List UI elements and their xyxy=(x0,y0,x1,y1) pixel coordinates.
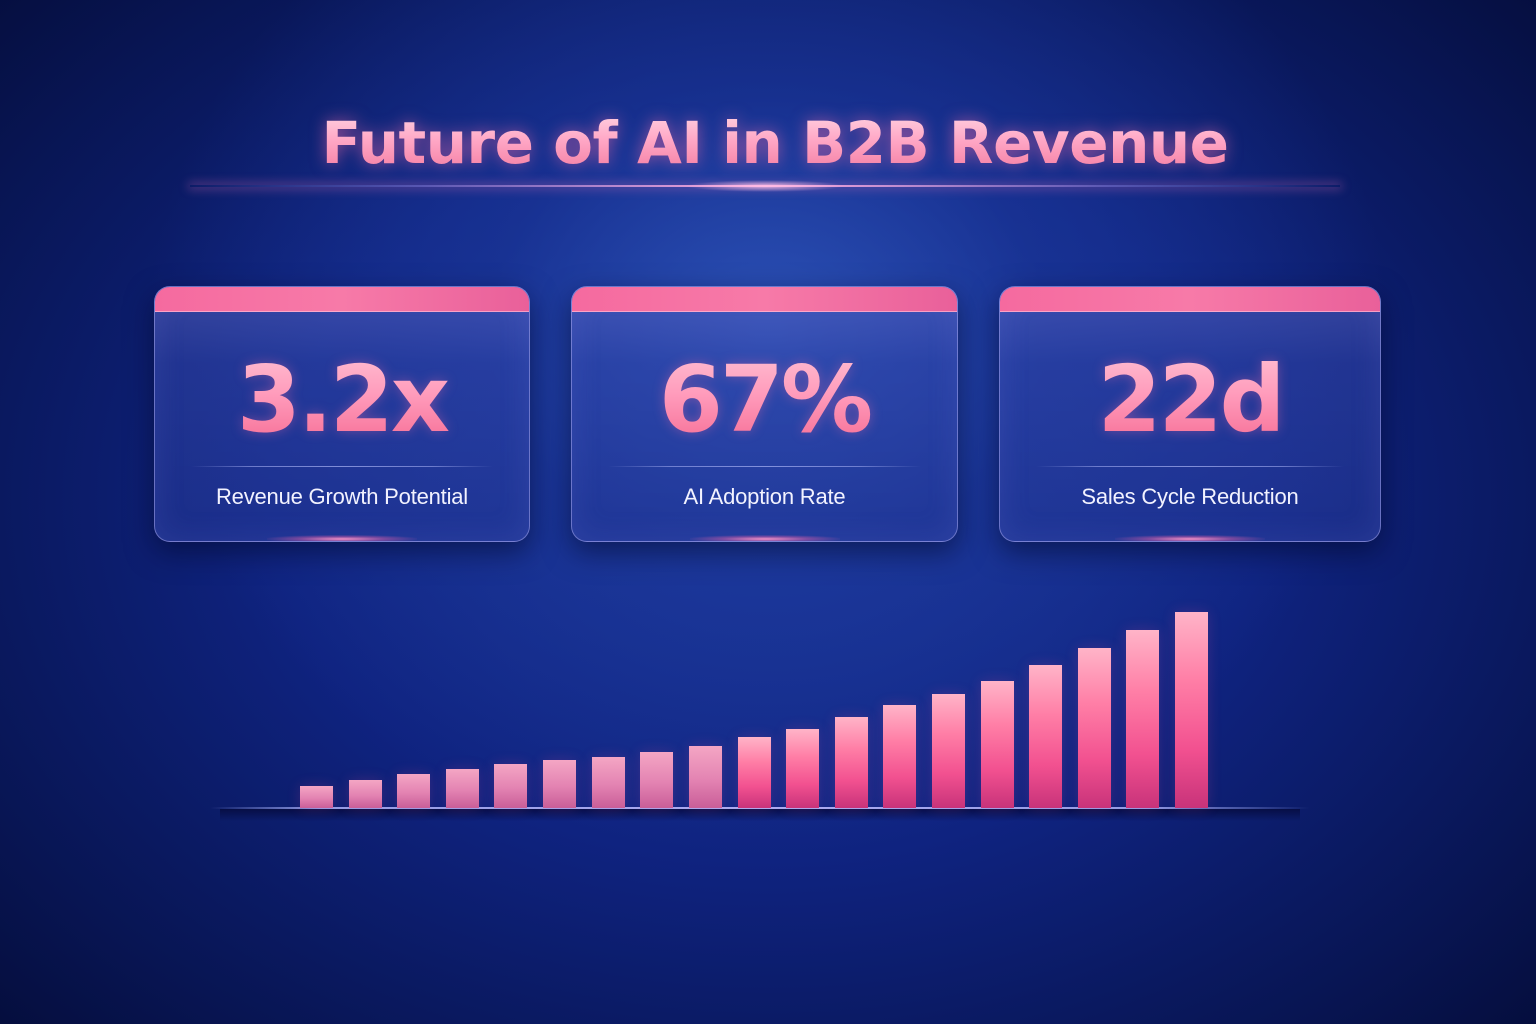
card-divider xyxy=(191,466,493,467)
kpi-card-ai-adoption: 67% AI Adoption Rate xyxy=(571,286,958,542)
chart-bar xyxy=(397,774,430,808)
card-glow xyxy=(267,535,417,541)
chart-bar xyxy=(981,681,1014,808)
card-header-bar xyxy=(1000,287,1380,312)
kpi-value: 67% xyxy=(572,345,957,455)
card-header-bar xyxy=(155,287,529,312)
card-divider xyxy=(1036,466,1344,467)
chart-bar xyxy=(300,786,333,808)
chart-bar xyxy=(786,729,819,808)
kpi-card-revenue-growth: 3.2x Revenue Growth Potential xyxy=(154,286,530,542)
chart-bar xyxy=(738,737,771,808)
card-glow xyxy=(689,535,840,541)
kpi-label: Revenue Growth Potential xyxy=(215,484,468,509)
chart-bar xyxy=(883,705,916,808)
chart-bar xyxy=(1078,648,1111,808)
kpi-label: AI Adoption Rate xyxy=(683,484,846,509)
kpi-label: Sales Cycle Reduction xyxy=(1081,484,1299,509)
chart-bar xyxy=(543,760,576,808)
chart-bar xyxy=(1029,665,1062,808)
chart-bar xyxy=(689,746,722,808)
chart-bar xyxy=(835,717,868,808)
chart-bar xyxy=(446,769,479,808)
chart-bar xyxy=(1126,630,1159,808)
card-divider xyxy=(608,466,921,467)
chart-bar xyxy=(1175,612,1208,808)
chart-bar xyxy=(640,752,673,808)
chart-bar xyxy=(592,757,625,808)
kpi-card-sales-cycle: 22d Sales Cycle Reduction xyxy=(999,286,1381,542)
card-glow xyxy=(1115,535,1265,541)
chart-baseline-shadow xyxy=(220,809,1300,821)
chart-bar xyxy=(349,780,382,808)
kpi-value: 22d xyxy=(1000,345,1380,455)
chart-bar xyxy=(494,764,527,808)
card-header-bar xyxy=(572,287,957,312)
page-title: Future of AI in B2B Revenue xyxy=(0,108,1536,178)
chart-bar xyxy=(932,694,965,808)
title-divider xyxy=(190,180,1340,192)
kpi-value: 3.2x xyxy=(155,345,529,455)
